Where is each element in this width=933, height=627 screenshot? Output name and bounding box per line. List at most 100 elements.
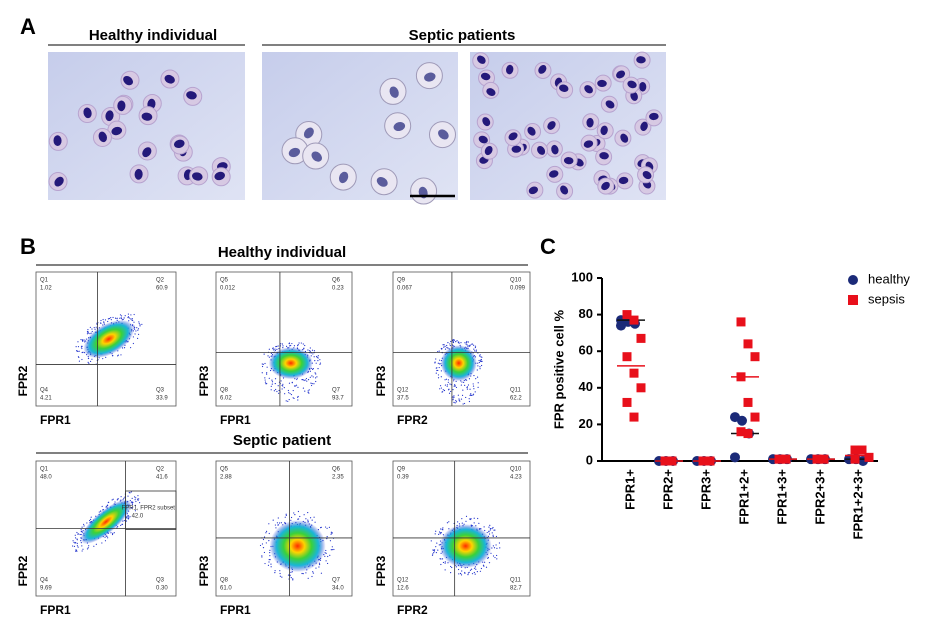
quadrant-name: Q9 [397,278,406,284]
event [134,326,136,329]
event [284,516,286,518]
event [127,495,129,497]
event [287,389,289,392]
quadrant-name: Q6 [332,278,341,284]
event [130,318,132,320]
event [440,528,442,530]
event [438,533,440,535]
event [81,345,83,348]
quadrant-value: 93.7 [332,396,344,402]
event [317,355,319,357]
event [284,393,286,395]
event [292,397,294,399]
event [306,380,308,382]
event [293,345,296,347]
event [87,361,89,363]
event [437,374,440,376]
point [857,445,867,455]
event [282,347,284,349]
event [310,355,312,357]
point [629,315,639,325]
nucleus [559,84,569,92]
event [270,389,272,391]
y-axis-label: FPR3 [197,555,211,586]
event [450,565,452,568]
event [78,350,80,352]
event [465,343,467,345]
quadrant-value: 82.7 [510,586,522,592]
event [461,518,463,520]
event [440,558,442,560]
event [474,573,476,575]
nucleus [627,80,637,89]
event [489,524,491,526]
event [133,321,135,323]
event [453,396,455,398]
event [444,561,446,563]
event [324,526,327,528]
event [112,498,114,500]
event [131,497,133,499]
event [279,570,281,572]
event [91,358,93,360]
event [313,383,315,385]
event [76,542,78,545]
event [300,342,302,344]
event [479,570,482,572]
event [447,389,450,391]
event [81,550,83,552]
event [312,353,314,355]
event [95,543,97,545]
event [280,522,282,524]
event [273,390,275,392]
event [329,540,332,542]
event [290,571,292,573]
event [437,369,439,372]
event [274,382,276,385]
event [276,345,278,348]
event [473,344,475,346]
event [269,551,271,554]
event [261,363,263,365]
event [279,572,281,575]
event [331,546,333,548]
event [438,366,440,369]
event [453,380,455,382]
event [495,535,498,538]
event [135,330,137,332]
nucleus [560,185,569,195]
event [462,389,464,391]
event [475,568,477,570]
event [130,507,132,509]
event [475,349,477,351]
y-tick-label: 0 [586,452,593,467]
event [309,517,312,519]
quadrant-value: 4.23 [510,475,522,481]
event [480,567,483,570]
event [76,550,78,552]
quadrant-name: Q3 [156,578,165,584]
nucleus [117,100,126,112]
event [290,393,293,396]
point [616,320,626,331]
event [439,388,441,390]
event [265,542,267,544]
event [112,316,114,319]
quadrant-name: Q3 [156,388,165,394]
event [455,399,457,402]
event [134,510,136,512]
event [467,572,469,574]
event [468,400,471,403]
quadrant-value: 6.02 [220,396,232,402]
event [131,502,133,504]
event [446,344,448,347]
nucleus [424,72,436,82]
nucleus [477,55,486,64]
event [458,342,460,344]
event [102,318,104,321]
event [492,526,494,529]
point [743,339,753,349]
event [437,549,439,551]
event [496,554,498,557]
nucleus [480,72,491,81]
